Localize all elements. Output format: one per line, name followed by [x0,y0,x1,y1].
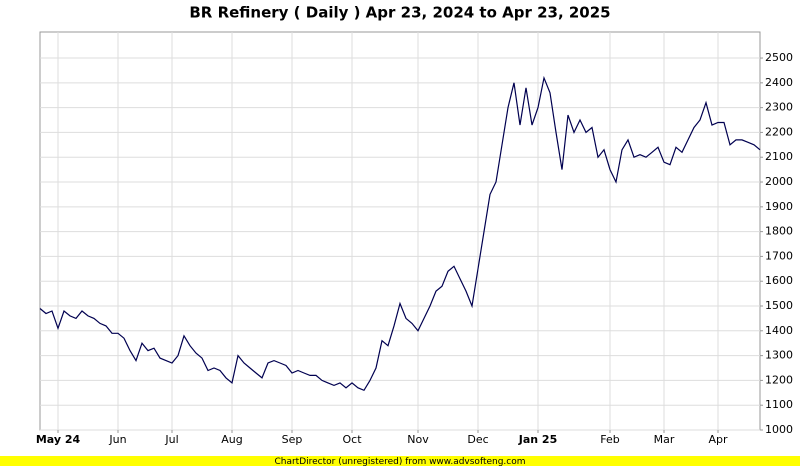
y-tick-label: 2300 [765,101,793,114]
x-tick-label: Jan 25 [518,433,557,446]
y-tick-label: 2000 [765,175,793,188]
x-tick-label: Sep [282,433,303,446]
y-tick-label: 2400 [765,76,793,89]
price-line [39,75,761,392]
plot-area [39,31,761,431]
y-tick-label: 1100 [765,398,793,411]
y-tick-label: 1500 [765,299,793,312]
y-tick-label: 1800 [765,225,793,238]
y-tick-label: 2500 [765,51,793,64]
x-tick-label: Dec [467,433,488,446]
y-tick-label: 1200 [765,373,793,386]
y-tick-label: 1700 [765,249,793,262]
y-tick-label: 1000 [765,423,793,436]
x-tick-label: Nov [407,433,429,446]
x-tick-label: Feb [600,433,619,446]
x-tick-label: Mar [654,433,675,446]
x-tick-label: May 24 [36,433,81,446]
y-tick-label: 1300 [765,349,793,362]
y-tick-label: 1400 [765,324,793,337]
footer-text: ChartDirector (unregistered) from www.ad… [274,457,525,466]
y-tick-label: 1900 [765,200,793,213]
footer-bar [0,456,800,466]
x-tick-label: Jul [164,433,178,446]
y-tick-label: 2100 [765,150,793,163]
y-tick-label: 2200 [765,125,793,138]
x-tick-label: Jun [108,433,126,446]
y-tick-label: 1600 [765,274,793,287]
chart-title: BR Refinery ( Daily ) Apr 23, 2024 to Ap… [189,4,610,22]
x-tick-label: Apr [708,433,728,446]
x-tick-label: Oct [342,433,362,446]
x-tick-label: Aug [221,433,242,446]
